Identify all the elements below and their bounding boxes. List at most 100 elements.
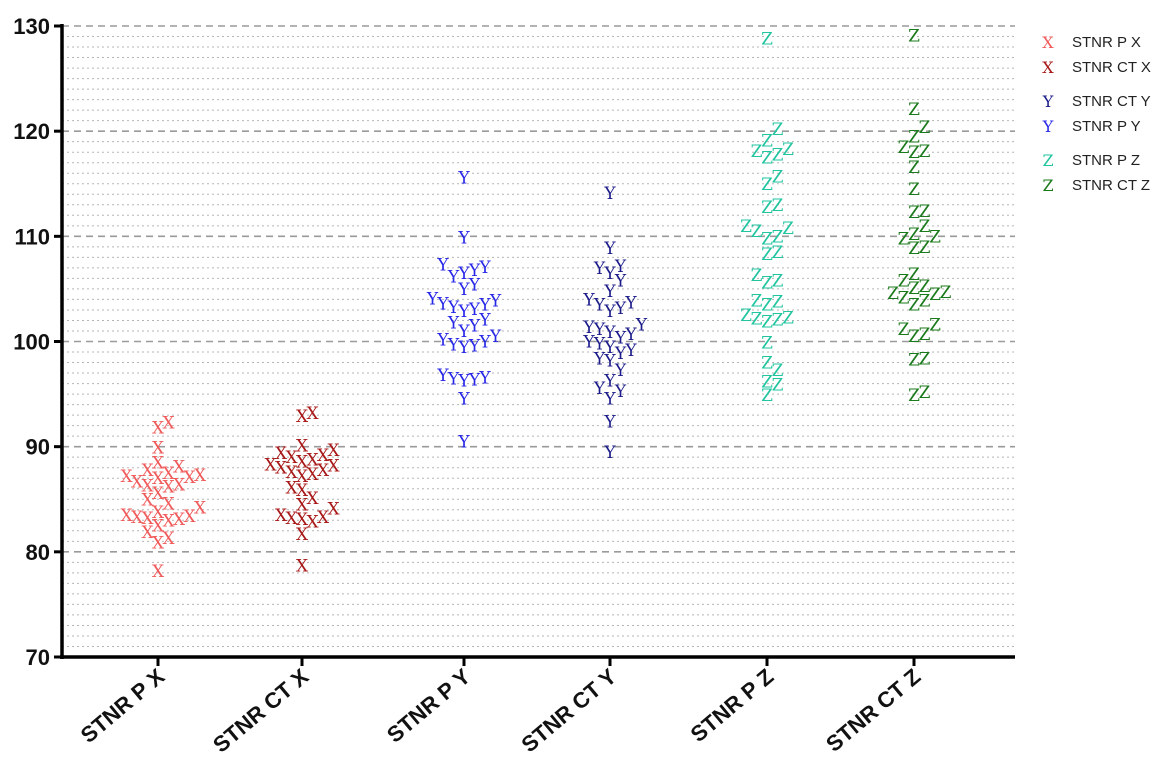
data-point: Y [468,317,481,337]
data-point: Y [489,327,502,347]
data-point: Y [457,338,470,358]
data-point: X [152,517,165,537]
data-point: Z [919,277,931,297]
data-point: Y [614,344,627,364]
axes [54,24,1015,666]
data-point: Z [761,354,773,374]
data-point: Z [908,386,920,406]
data-point: Y [603,282,616,302]
data-point: Y [614,272,627,292]
data-point: Y [478,310,491,330]
data-point: Y [436,295,449,315]
data-point: X [327,441,340,461]
data-point: Y [603,239,616,259]
data-point: X [296,496,309,516]
data-point: Y [624,294,637,314]
data-point: X [152,533,165,553]
data-point: X [296,510,309,530]
data-point: Z [919,383,931,403]
data-point: X [152,562,165,582]
data-point: Y [614,382,627,402]
data-point: X [162,511,175,531]
y-tick-label: 90 [26,435,50,460]
data-point: Z [751,222,763,242]
data-point: Y [426,289,439,309]
data-point: Z [761,313,773,333]
data-point: X [306,465,319,485]
data-point: Z [919,118,931,138]
data-point: Y [603,371,616,391]
data-point: X [173,476,186,496]
data-point: X [183,468,196,488]
data-point: Z [761,132,773,152]
data-point: Y [447,314,460,334]
data-point: Z [908,100,920,120]
data-point: X [306,450,319,470]
data-point: Y [614,257,627,277]
data-point: X [194,466,207,486]
data-point: Z [898,229,910,249]
data-point: Z [919,349,931,369]
data-point: Y [603,338,616,358]
data-point: Y [593,259,606,279]
data-point: Z [782,219,794,239]
data-point: Y [603,302,616,322]
data-point: X [162,413,175,433]
data-point: X [162,464,175,484]
data-point: X [296,437,309,457]
data-point: Y [478,368,491,388]
data-point: X [285,509,298,529]
data-point: Y [457,322,470,342]
data-point: X [152,419,165,439]
y-tick-label: 110 [15,224,51,249]
data-point: Z [919,142,931,162]
data-point: Z [908,265,920,285]
data-point: Z [761,198,773,218]
data-point: Y [457,371,470,391]
data-point: Y [478,258,491,278]
legend-label: STNR CT Y [1072,93,1151,110]
legend-marker: Y [1042,92,1054,111]
data-point: Y [593,320,606,340]
data-point: X [131,508,144,528]
data-point: Z [908,143,920,163]
legend-marker: X [1042,58,1054,77]
data-point: Y [436,256,449,276]
data-point: Z [751,142,763,162]
data-point: X [317,446,330,466]
data-point: Y [603,412,616,432]
x-tick-label: STNR CT X [208,663,313,757]
data-point: Z [740,306,752,326]
data-point: Z [908,203,920,223]
legend-marker: Y [1042,117,1054,136]
data-point: X [141,490,154,510]
data-point: X [141,477,154,497]
data-point: Z [772,167,784,187]
data-point: Y [457,280,470,300]
data-point: X [141,509,154,529]
data-point: Z [929,227,941,247]
data-point: X [285,448,298,468]
data-point: Z [919,217,931,237]
data-point: X [152,469,165,489]
data-point: X [183,507,196,527]
y-tick-label: 70 [26,645,50,670]
data-point: X [306,404,319,424]
data-point: Y [614,299,627,319]
data-point: Y [468,261,481,281]
data-point: Z [772,376,784,396]
data-point: Z [908,26,920,46]
data-point: Z [898,272,910,292]
data-point: Z [761,386,773,406]
x-tick-label: STNR P Y [382,663,475,747]
data-point: Y [468,276,481,296]
legend-marker: X [1042,33,1054,52]
data-point: Y [478,333,491,353]
data-point: X [306,512,319,532]
data-point: Z [751,291,763,311]
data-point: Z [908,296,920,316]
y-tick-label: 120 [13,119,50,144]
data-point: Y [457,228,470,248]
data-point: Y [603,264,616,284]
data-point: Z [919,291,931,311]
